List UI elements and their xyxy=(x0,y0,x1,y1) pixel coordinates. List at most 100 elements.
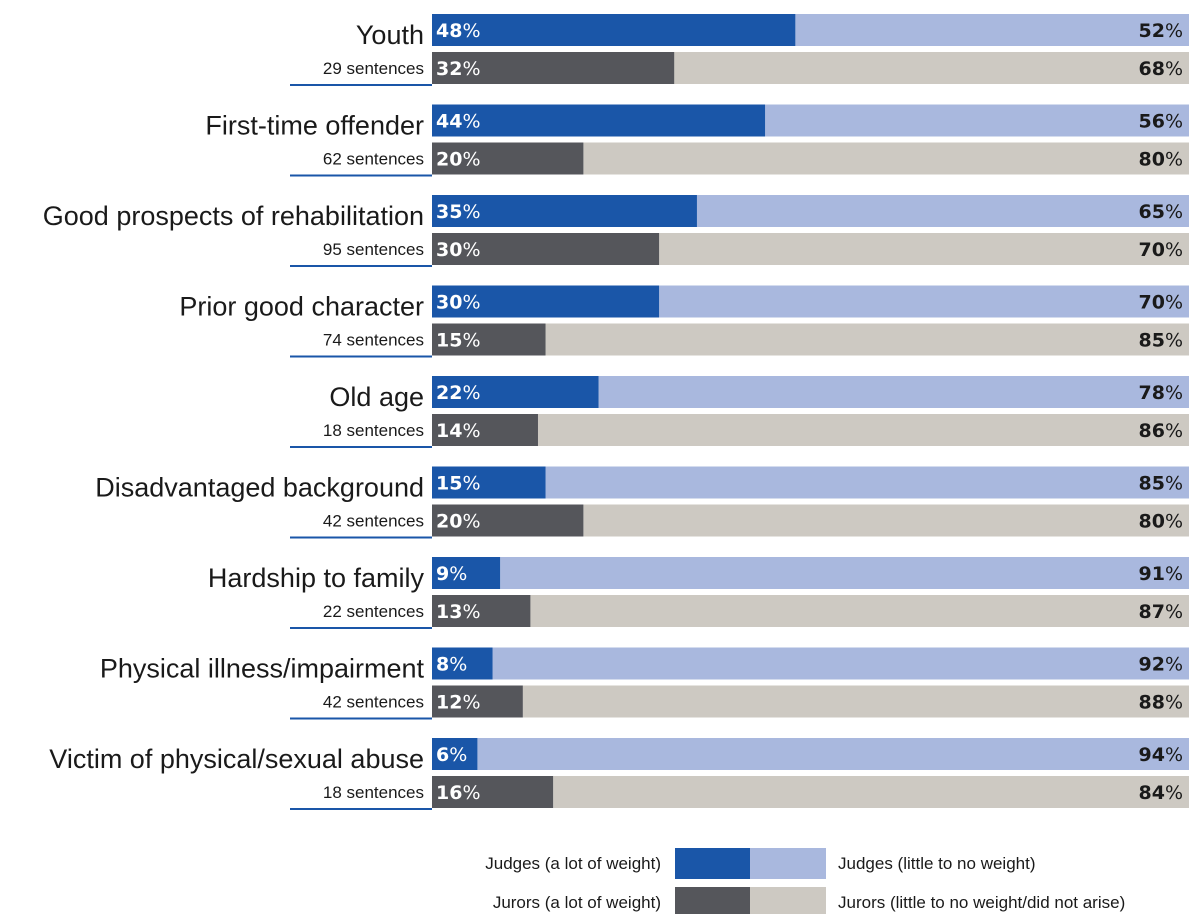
bar-jurors-little-weight xyxy=(530,595,1189,627)
bar-jurors-a-lot-of-weight xyxy=(432,142,584,175)
category-group: First-time offender 62 sentences 44% 56% 20%… xyxy=(205,104,1189,177)
category-group: Hardship to family 22 sentences 9% 91% 13% 87… xyxy=(208,557,1189,629)
value-label-judges-little: 94% xyxy=(1138,744,1183,766)
value-label-judges-little: 70% xyxy=(1138,292,1183,314)
value-label-jurors-a-lot: 30% xyxy=(436,239,481,261)
value-label-jurors-a-lot: 20% xyxy=(436,149,481,171)
bar-jurors-a-lot-of-weight xyxy=(432,323,546,356)
bar-judges-little-weight xyxy=(598,376,1189,408)
value-label-judges-a-lot: 6% xyxy=(436,744,467,766)
bar-jurors-a-lot-of-weight xyxy=(432,233,660,265)
bar-jurors-a-lot-of-weight xyxy=(432,685,523,718)
category-group: Disadvantaged background 42 sentences 15% 8… xyxy=(95,466,1189,539)
bar-judges-a-lot-of-weight xyxy=(432,195,697,227)
bar-jurors-a-lot-of-weight xyxy=(432,776,554,808)
value-label-jurors-little: 80% xyxy=(1138,149,1183,171)
value-label-jurors-little: 84% xyxy=(1138,782,1183,804)
category-label: Hardship to family xyxy=(208,563,425,593)
bar-judges-a-lot-of-weight xyxy=(432,285,660,318)
category-label: Physical illness/impairment xyxy=(100,654,425,684)
bar-judges-little-weight xyxy=(545,466,1189,499)
value-label-jurors-little: 85% xyxy=(1138,330,1183,352)
value-label-jurors-little: 88% xyxy=(1138,692,1183,714)
bar-jurors-little-weight xyxy=(522,685,1189,718)
bar-judges-a-lot-of-weight xyxy=(432,557,501,589)
value-label-jurors-a-lot: 20% xyxy=(436,511,481,533)
value-label-jurors-a-lot: 12% xyxy=(436,692,481,714)
bar-jurors-little-weight xyxy=(659,233,1189,265)
value-label-judges-a-lot: 15% xyxy=(436,473,481,495)
category-group: Youth 29 sentences 48% 52% 32% 68% xyxy=(290,14,1189,86)
legend-swatch-little xyxy=(750,848,826,879)
legend-swatch-little xyxy=(750,887,826,914)
bar-judges-little-weight xyxy=(492,647,1189,680)
bar-judges-little-weight xyxy=(696,195,1189,227)
sentence-count-label: 74 sentences xyxy=(323,331,424,350)
value-label-judges-little: 85% xyxy=(1138,473,1183,495)
bar-judges-a-lot-of-weight xyxy=(432,466,546,499)
category-label: Disadvantaged background xyxy=(95,473,424,503)
bar-judges-a-lot-of-weight xyxy=(432,104,766,137)
bar-judges-little-weight xyxy=(795,14,1189,46)
bar-jurors-a-lot-of-weight xyxy=(432,595,531,627)
value-label-jurors-a-lot: 16% xyxy=(436,782,481,804)
category-label: Prior good character xyxy=(179,292,424,322)
legend: Judges (a lot of weight) Judges (little t… xyxy=(485,848,1125,914)
value-label-jurors-little: 87% xyxy=(1138,601,1183,623)
legend-label-little: Jurors (little to no weight/did not aris… xyxy=(838,893,1125,912)
sentence-count-label: 18 sentences xyxy=(323,421,424,440)
category-label: Good prospects of rehabilitation xyxy=(43,201,424,231)
bar-judges-little-weight xyxy=(765,104,1189,137)
value-label-judges-little: 65% xyxy=(1138,201,1183,223)
value-label-judges-a-lot: 44% xyxy=(436,111,481,133)
value-label-jurors-little: 80% xyxy=(1138,511,1183,533)
sentence-count-label: 62 sentences xyxy=(323,150,424,169)
bar-judges-little-weight xyxy=(477,738,1189,770)
bar-jurors-little-weight xyxy=(553,776,1189,808)
sentence-count-label: 18 sentences xyxy=(323,783,424,802)
value-label-judges-a-lot: 8% xyxy=(436,654,467,676)
sentence-count-label: 42 sentences xyxy=(323,693,424,712)
value-label-jurors-a-lot: 32% xyxy=(436,58,481,80)
category-group: Old age 18 sentences 22% 78% 14% 86% xyxy=(290,376,1189,448)
legend-label-a-lot: Judges (a lot of weight) xyxy=(485,854,661,873)
bar-jurors-a-lot-of-weight xyxy=(432,414,538,446)
category-label: First-time offender xyxy=(205,111,424,141)
value-label-judges-little: 56% xyxy=(1138,111,1183,133)
bar-jurors-a-lot-of-weight xyxy=(432,504,584,537)
value-label-judges-a-lot: 48% xyxy=(436,20,481,42)
value-label-judges-a-lot: 22% xyxy=(436,382,481,404)
legend-label-a-lot: Jurors (a lot of weight) xyxy=(493,893,661,912)
value-label-judges-a-lot: 30% xyxy=(436,292,481,314)
value-label-jurors-a-lot: 15% xyxy=(436,330,481,352)
value-label-judges-little: 92% xyxy=(1138,654,1183,676)
value-label-jurors-little: 68% xyxy=(1138,58,1183,80)
value-label-jurors-little: 70% xyxy=(1138,239,1183,261)
bar-judges-a-lot-of-weight xyxy=(432,14,796,46)
value-label-jurors-a-lot: 14% xyxy=(436,420,481,442)
sentence-count-label: 29 sentences xyxy=(323,59,424,78)
value-label-judges-little: 91% xyxy=(1138,563,1183,585)
bar-judges-a-lot-of-weight xyxy=(432,738,478,770)
bar-jurors-little-weight xyxy=(674,52,1189,84)
legend-swatch-a-lot xyxy=(675,848,750,879)
category-label: Victim of physical/sexual abuse xyxy=(49,744,424,774)
bar-judges-little-weight xyxy=(659,285,1189,318)
value-label-judges-little: 52% xyxy=(1138,20,1183,42)
category-label: Youth xyxy=(356,20,424,50)
category-group: Victim of physical/sexual abuse 18 senten… xyxy=(49,738,1189,810)
bar-judges-a-lot-of-weight xyxy=(432,376,599,408)
category-group: Prior good character 74 sentences 30% 70% 15… xyxy=(179,285,1189,358)
category-label: Old age xyxy=(329,382,424,412)
value-label-judges-little: 78% xyxy=(1138,382,1183,404)
legend-label-little: Judges (little to no weight) xyxy=(838,854,1036,873)
value-label-judges-a-lot: 9% xyxy=(436,563,467,585)
bar-judges-little-weight xyxy=(500,557,1189,589)
bar-jurors-little-weight xyxy=(545,323,1189,356)
sentence-count-label: 42 sentences xyxy=(323,512,424,531)
bar-jurors-little-weight xyxy=(537,414,1189,446)
bar-jurors-little-weight xyxy=(583,142,1189,175)
category-group: Physical illness/impairment 42 sentences 8… xyxy=(100,647,1189,720)
legend-swatch-a-lot xyxy=(675,887,750,914)
